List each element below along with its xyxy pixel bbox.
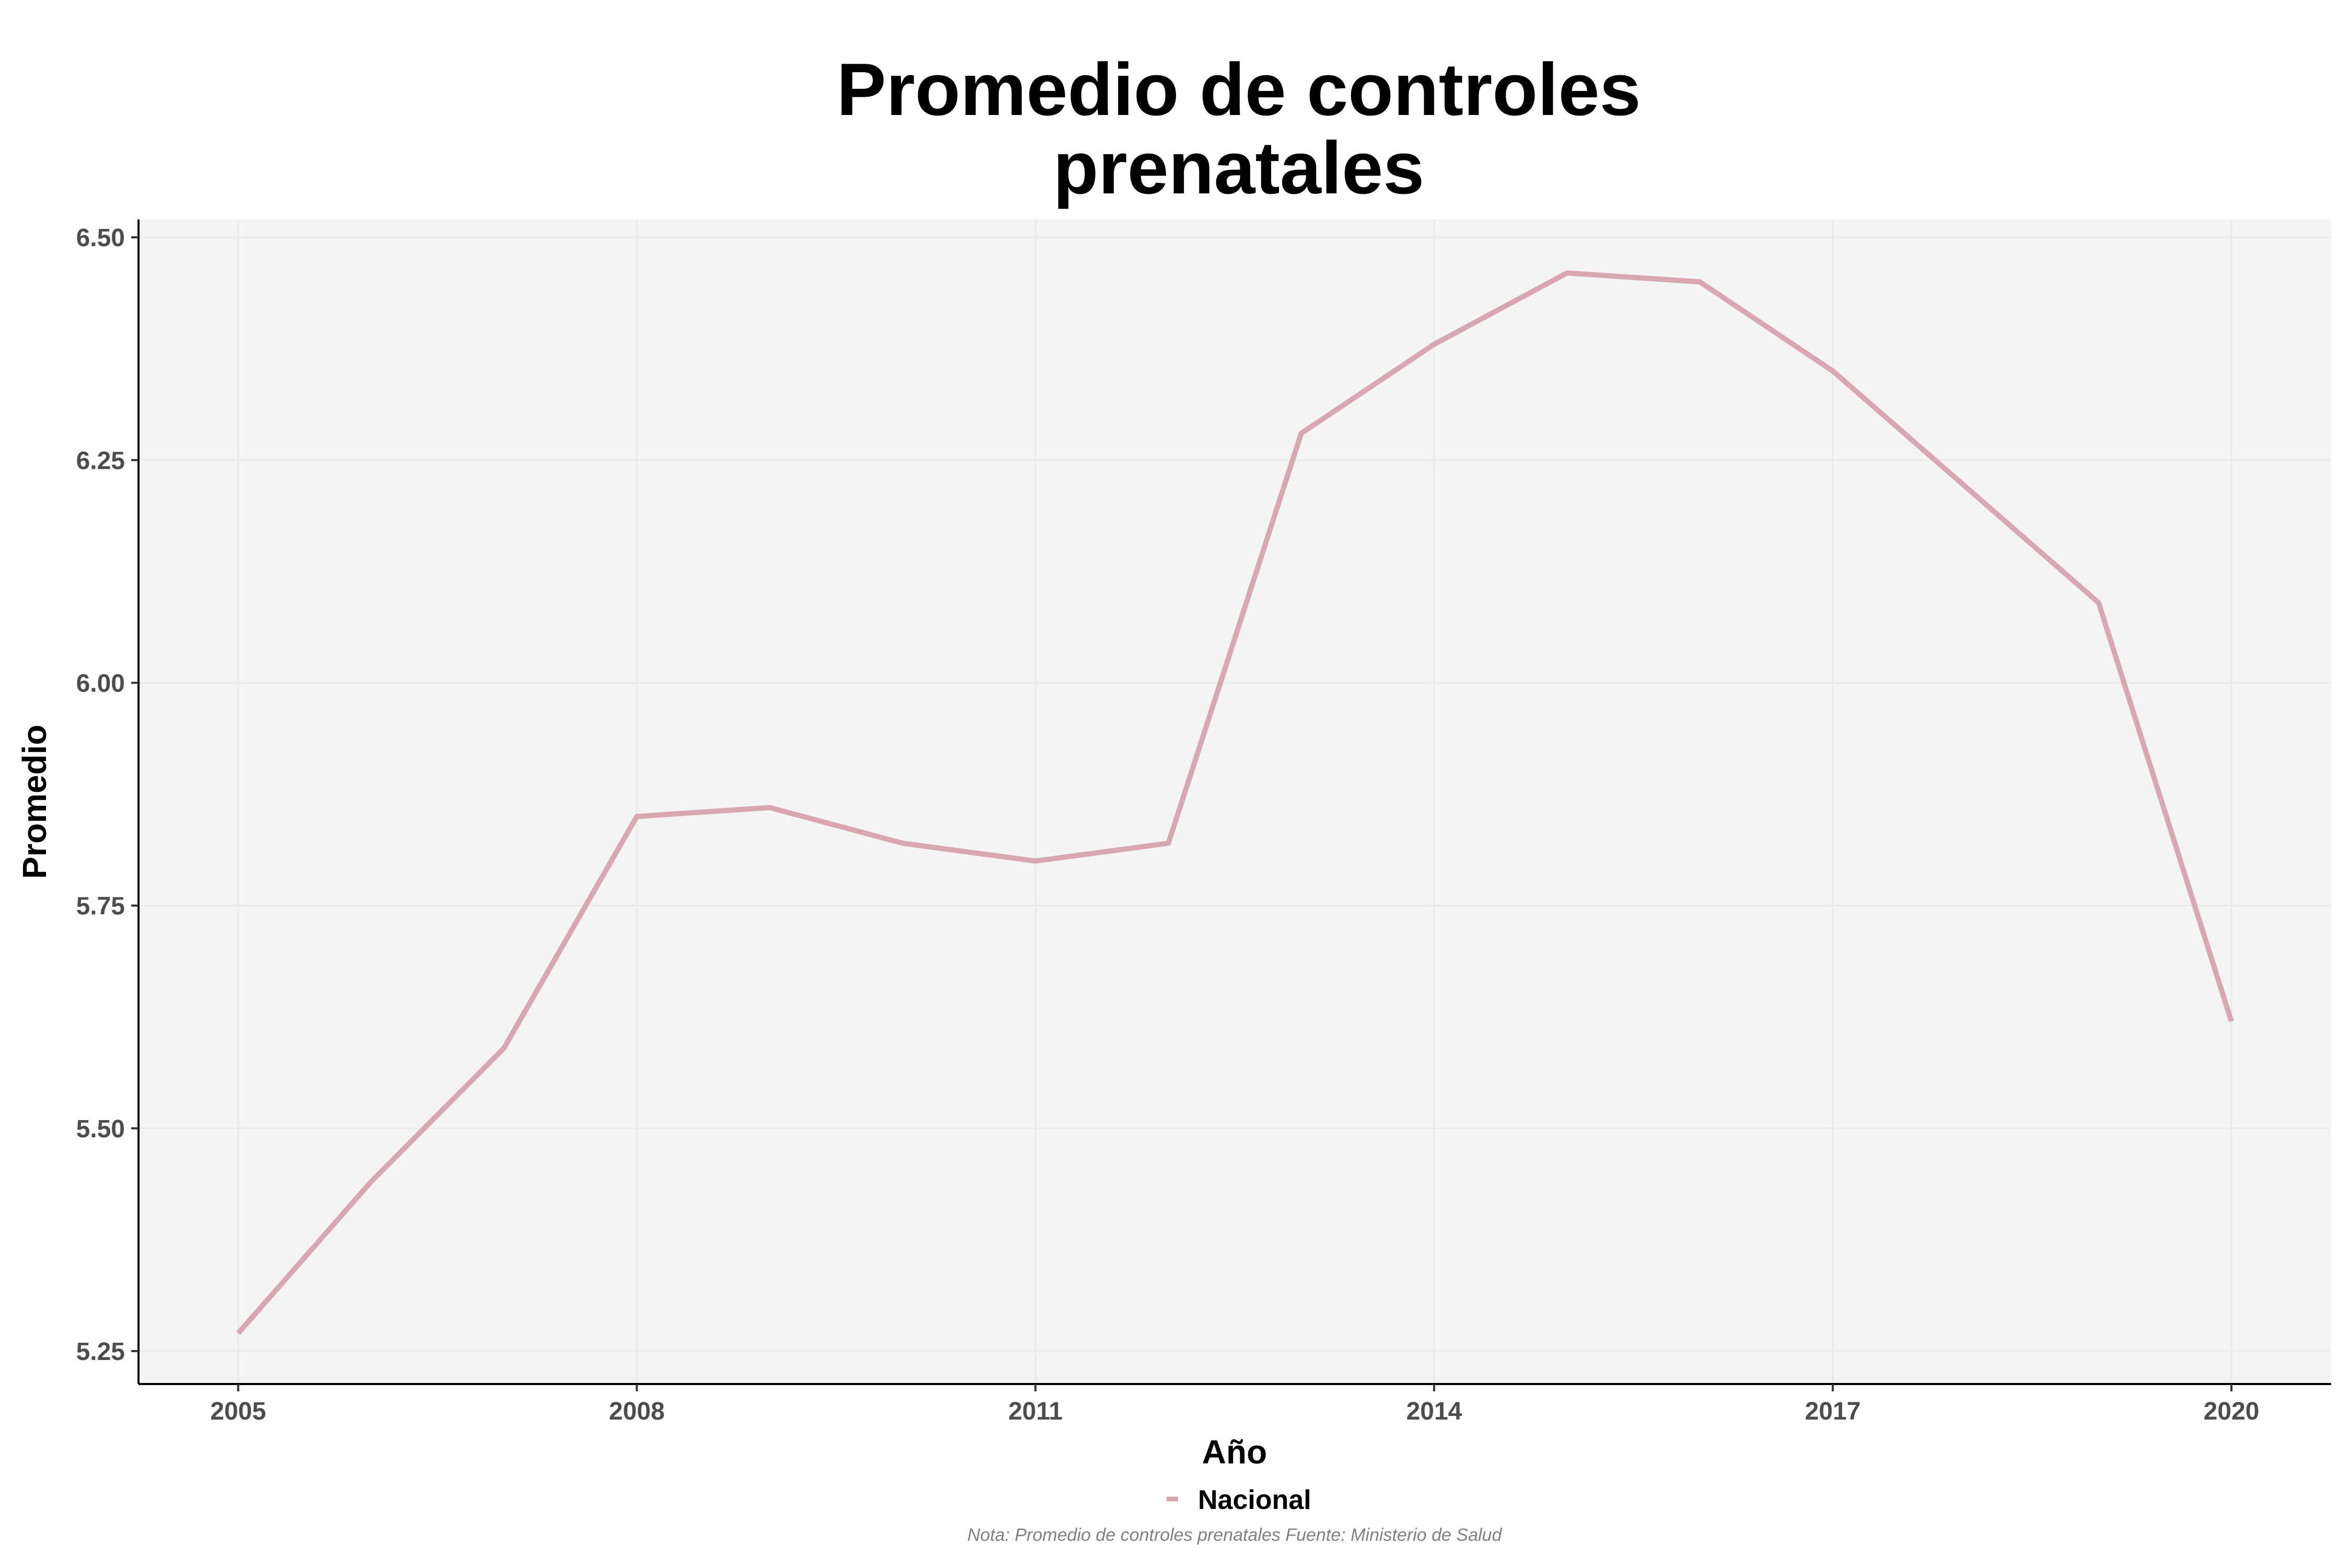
x-tick-label: 2017	[1805, 1398, 1861, 1425]
x-axis-title: Año	[1202, 1433, 1267, 1471]
x-tick-label: 2008	[609, 1398, 665, 1425]
chart-title-line-1: Promedio de controles	[837, 48, 1641, 131]
y-axis-ticks: 5.25 5.50 5.75 6.00 6.25 6.50	[76, 224, 139, 1366]
y-axis-title: Promedio	[16, 724, 53, 879]
series-line-nacional	[236, 270, 2234, 1335]
y-tick-label: 6.25	[76, 447, 125, 475]
y-tick-label: 6.00	[76, 670, 125, 697]
x-tick-label: 2020	[2204, 1398, 2259, 1425]
series-layer	[236, 270, 2234, 1335]
x-axis-ticks: 2005 2008 2011 2014 2017 2020	[210, 1384, 2259, 1425]
x-tick-label: 2011	[1008, 1398, 1063, 1425]
source-note: Nota: Promedio de controles prenatales F…	[967, 1525, 1503, 1545]
x-tick-label: 2014	[1406, 1398, 1462, 1425]
chart-title-line-2: prenatales	[1053, 126, 1424, 210]
legend-label-nacional: Nacional	[1198, 1485, 1311, 1515]
legend: Nacional	[1167, 1485, 1311, 1515]
y-tick-label: 5.25	[76, 1338, 125, 1366]
plot-panel	[139, 220, 2331, 1384]
y-tick-label: 6.50	[76, 224, 125, 252]
y-tick-label: 5.75	[76, 893, 125, 920]
y-tick-label: 5.50	[76, 1115, 125, 1143]
x-tick-label: 2005	[210, 1398, 266, 1425]
gridlines	[139, 220, 2331, 1384]
